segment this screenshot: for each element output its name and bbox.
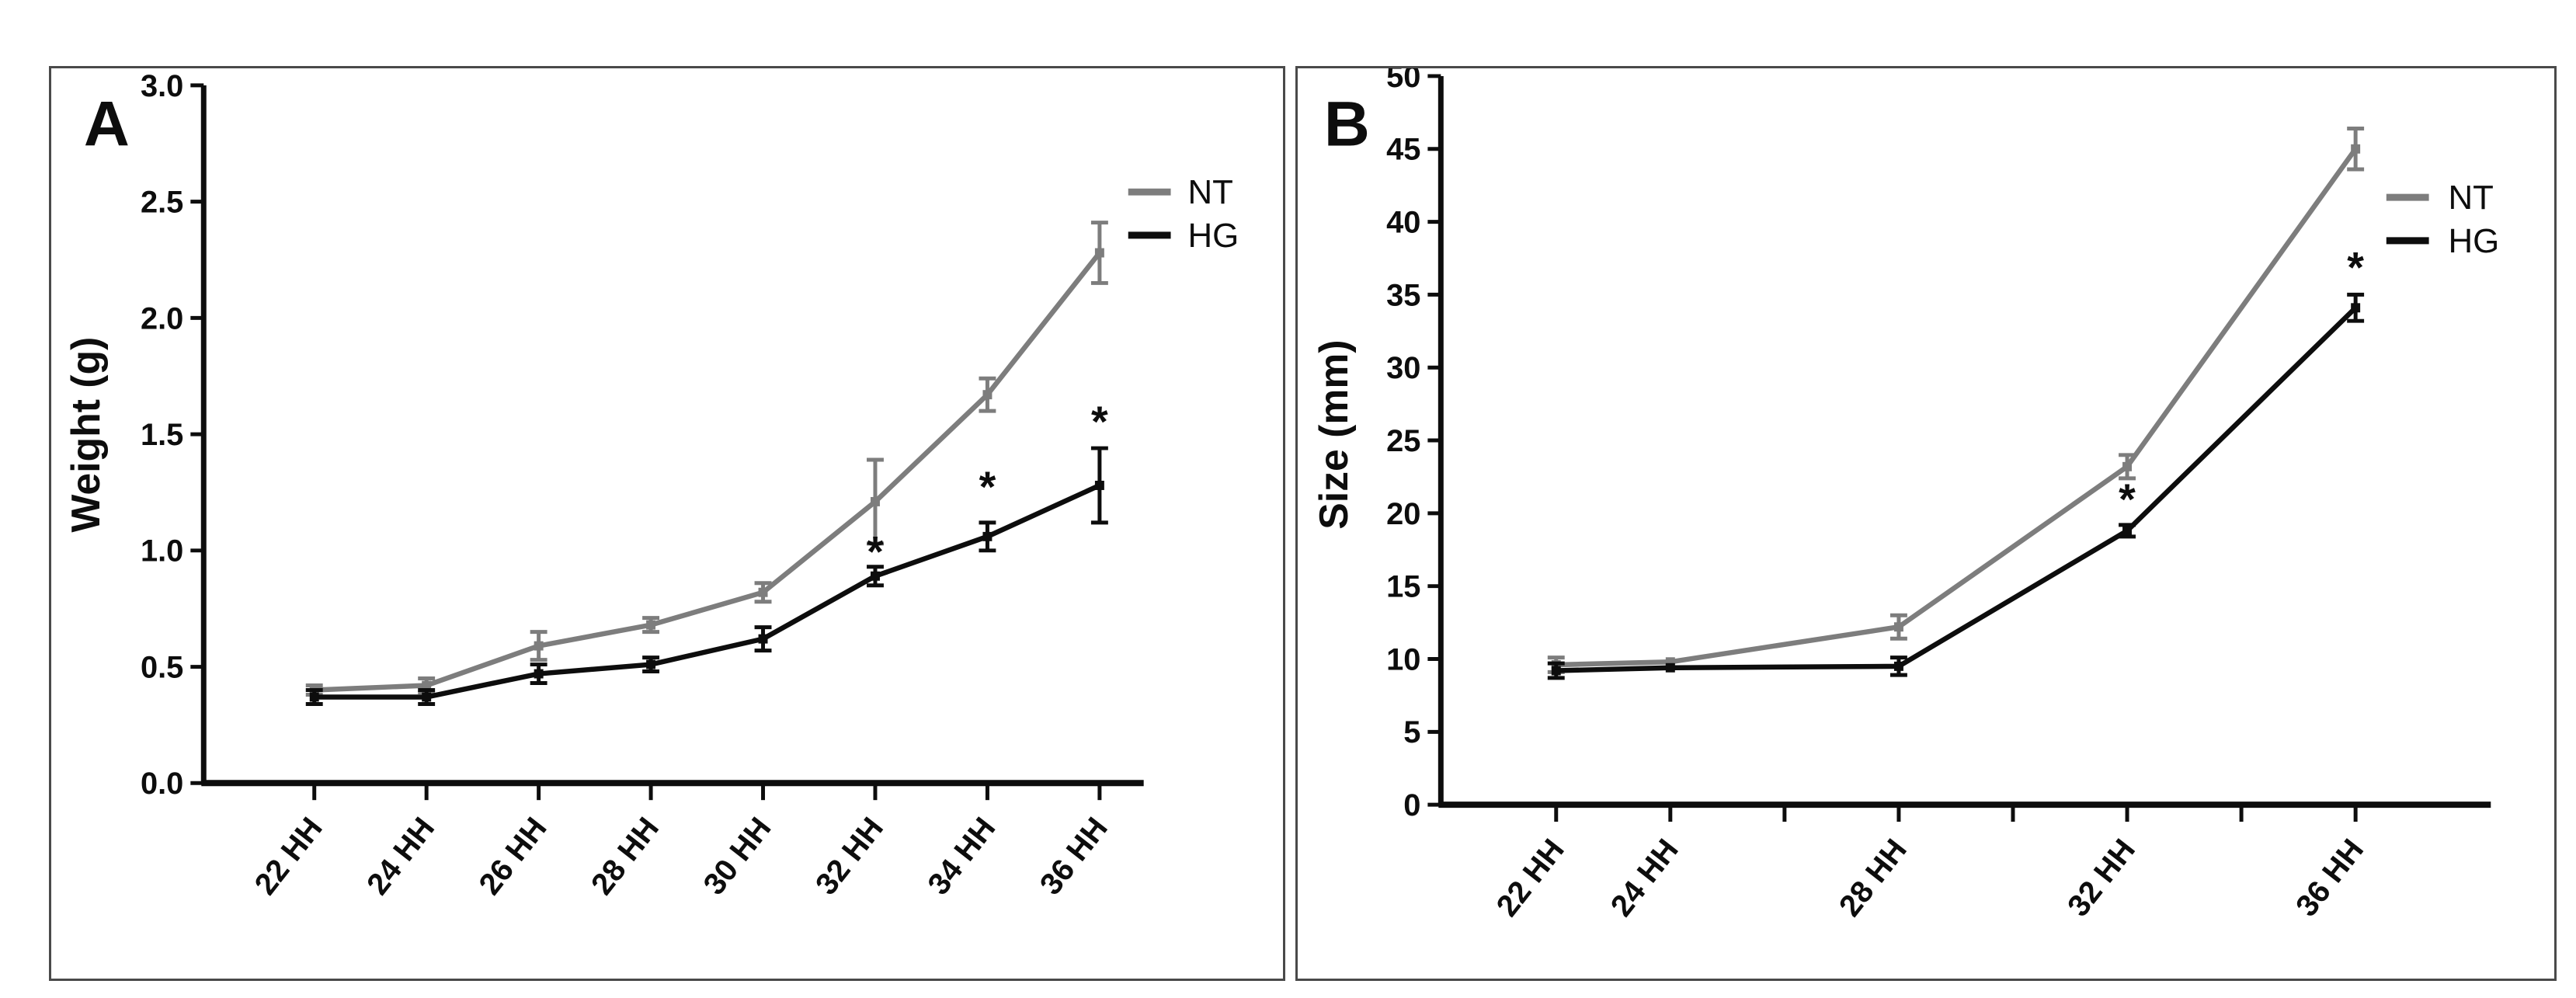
y-tick-label: 3.0: [141, 69, 183, 103]
y-axis-label: Weight (g): [63, 337, 108, 533]
nt-marker: [2351, 144, 2361, 154]
y-tick-label: 0: [1403, 788, 1420, 822]
x-tick-label: 30 HH: [697, 811, 777, 901]
nt-line: [314, 251, 1102, 693]
hg-marker: [646, 659, 656, 669]
y-tick-label: 30: [1386, 351, 1420, 385]
y-tick-label: 0.0: [141, 767, 183, 801]
panel-letter: B: [1324, 89, 1370, 160]
chart-a-canvas: 0.0 0.5 1.0 1.5 2.0 2.5 3.0 22 HH 24 HH 26 HH 28 H…: [63, 69, 1239, 902]
significance-asterisk: *: [867, 528, 884, 576]
y-tick-label: 50: [1386, 68, 1420, 94]
nt-line: [1556, 147, 2358, 668]
x-tick-label: 22 HH: [249, 811, 329, 901]
y-tick-label: 40: [1386, 206, 1420, 240]
y-tick-label: 35: [1386, 278, 1420, 312]
nt-marker: [646, 620, 656, 630]
hg-marker: [758, 634, 768, 644]
x-tick-label: 28 HH: [1833, 833, 1914, 923]
y-tick-label: 0.5: [141, 651, 183, 685]
x-tick-label: 32 HH: [2061, 833, 2142, 923]
legend-hg-label: HG: [1187, 217, 1239, 255]
legend-nt-label: NT: [1187, 173, 1232, 211]
y-tick-label: 45: [1386, 133, 1420, 167]
nt-marker: [422, 680, 432, 690]
significance-asterisk: *: [1091, 398, 1108, 446]
nt-marker: [2122, 461, 2133, 471]
chart-b-canvas: 0 5 10 15 20 25 30 35 40 45 50 22 HH 24 HH 28 HH 32 HH…: [1311, 68, 2500, 923]
panel-b-size-chart: 0 5 10 15 20 25 30 35 40 45 50 22 HH 24 HH 28 HH 32 HH…: [1295, 66, 2557, 981]
hg-marker: [2122, 526, 2133, 536]
x-tick-label: 32 HH: [809, 811, 890, 901]
x-tick-label: 36 HH: [2289, 833, 2370, 923]
significance-asterisk: *: [979, 463, 996, 511]
hg-marker: [1893, 661, 1903, 671]
hg-marker: [1094, 481, 1104, 490]
y-tick-label: 2.5: [141, 186, 183, 220]
x-tick-label: 36 HH: [1034, 811, 1114, 901]
y-tick-label: 2.0: [141, 301, 183, 336]
y-tick-label: 1.0: [141, 534, 183, 569]
x-tick-label: 22 HH: [1490, 833, 1571, 923]
hg-line: [1556, 305, 2358, 673]
nt-marker: [871, 496, 880, 506]
hg-marker: [309, 692, 319, 702]
hg-marker: [534, 669, 544, 679]
y-tick-label: 20: [1386, 497, 1420, 531]
y-tick-label: 10: [1386, 642, 1420, 676]
hg-marker: [982, 531, 993, 541]
y-tick-label: 1.5: [141, 418, 183, 452]
nt-marker: [1893, 622, 1903, 632]
hg-marker: [422, 692, 432, 702]
y-axis-label: Size (mm): [1311, 339, 1356, 529]
significance-asterisk: *: [2347, 244, 2364, 292]
hg-marker: [871, 571, 880, 581]
hg-line: [314, 483, 1101, 700]
x-tick-label: 24 HH: [360, 811, 441, 901]
y-tick-label: 15: [1386, 570, 1420, 604]
y-tick-label: 25: [1386, 424, 1420, 458]
panel-a-weight-chart: 0.0 0.5 1.0 1.5 2.0 2.5 3.0 22 HH 24 HH 26 HH 28 H…: [49, 66, 1285, 981]
x-tick-label: 26 HH: [472, 811, 553, 901]
significance-asterisk: *: [2119, 475, 2136, 523]
legend-hg-label: HG: [2449, 222, 2500, 260]
y-tick-label: 5: [1403, 715, 1420, 749]
panel-letter: A: [84, 89, 130, 160]
x-tick-label: 24 HH: [1604, 833, 1685, 923]
hg-marker: [1665, 662, 1675, 673]
nt-marker: [758, 587, 768, 597]
hg-marker: [1551, 666, 1561, 676]
nt-marker: [982, 390, 993, 400]
nt-marker: [534, 641, 544, 651]
nt-marker: [1665, 657, 1675, 667]
legend-nt-label: NT: [2449, 179, 2494, 217]
hg-marker: [2351, 303, 2361, 313]
nt-marker: [1094, 248, 1104, 258]
x-tick-label: 28 HH: [585, 811, 666, 901]
x-tick-label: 34 HH: [921, 811, 1002, 901]
